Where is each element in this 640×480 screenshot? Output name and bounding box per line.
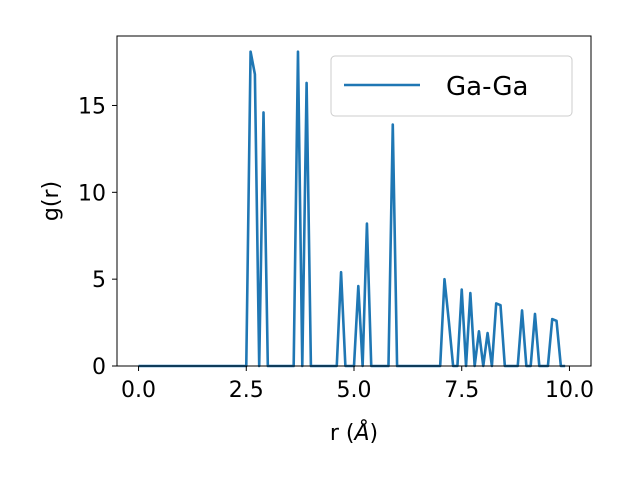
x-tick-label: 0.0 xyxy=(121,378,156,403)
y-tick-label: 15 xyxy=(78,94,106,119)
y-tick-label: 10 xyxy=(78,181,106,206)
x-tick-label: 5.0 xyxy=(337,378,372,403)
y-axis-label: g(r) xyxy=(39,181,64,221)
y-tick-label: 0 xyxy=(92,355,106,380)
x-tick-label: 10.0 xyxy=(545,378,594,403)
x-tick-label: 7.5 xyxy=(444,378,479,403)
legend-box xyxy=(330,55,573,117)
legend-label-ga-ga: Ga-Ga xyxy=(446,72,529,102)
legend: Ga-Ga xyxy=(330,55,573,117)
x-tick-label: 2.5 xyxy=(229,378,264,403)
x-axis-label: r (Å) xyxy=(330,419,378,446)
y-tick-label: 5 xyxy=(92,268,106,293)
ticks: 0.0 2.5 5.0 7.5 10.0 0 5 10 15 xyxy=(78,94,594,403)
